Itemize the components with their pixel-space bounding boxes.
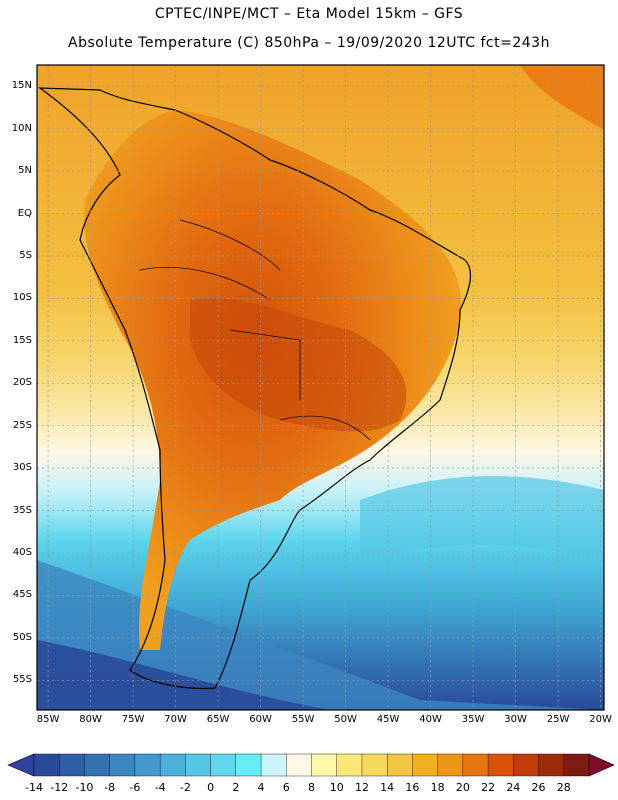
latitude-label: EQ bbox=[17, 207, 32, 219]
colorbar-tick-label: 14 bbox=[380, 781, 395, 794]
latitude-label: 55S bbox=[12, 674, 32, 686]
cold-region bbox=[37, 560, 604, 710]
colorbar bbox=[7, 753, 615, 777]
map-field bbox=[37, 65, 604, 710]
longitude-label: 75W bbox=[121, 714, 145, 725]
colorbar-swatch bbox=[563, 753, 590, 777]
colorbar-tick-label: -10 bbox=[75, 781, 94, 794]
longitude-label: 45W bbox=[376, 714, 400, 725]
colorbar-tick-label: -14 bbox=[25, 781, 43, 794]
latitude-label: 15N bbox=[11, 80, 32, 92]
colorbar-swatch bbox=[134, 753, 161, 777]
longitude-label: 35W bbox=[461, 714, 485, 725]
colorbar-swatch bbox=[386, 753, 414, 777]
cool-ocean-patch bbox=[360, 476, 604, 560]
longitude-label: 25W bbox=[546, 714, 570, 725]
latitude-label: 30S bbox=[12, 462, 32, 474]
temperature-map bbox=[36, 64, 605, 711]
latitude-label: 45S bbox=[12, 589, 32, 601]
colorbar-swatch bbox=[361, 753, 388, 777]
colorbar-swatch bbox=[538, 753, 565, 777]
longitude-label: 70W bbox=[164, 714, 187, 725]
colorbar-swatch bbox=[84, 753, 111, 777]
longitude-label: 65W bbox=[206, 714, 230, 725]
latitude-label: 5N bbox=[18, 165, 32, 177]
country-borders bbox=[139, 219, 371, 441]
colorbar-swatch bbox=[260, 753, 287, 777]
longitude-label: 60W bbox=[249, 714, 272, 725]
colorbar-swatch bbox=[462, 753, 489, 777]
colorbar-tick-label: -4 bbox=[154, 781, 166, 794]
colorbar-swatch bbox=[185, 753, 212, 777]
colorbar-tick-label: 28 bbox=[556, 781, 571, 794]
colorbar-tick-label: 24 bbox=[506, 781, 521, 794]
colorbar-under-arrow bbox=[7, 753, 35, 777]
longitude-label: 30W bbox=[504, 714, 527, 725]
colorbar-tick-label: 22 bbox=[481, 781, 496, 794]
latitude-label: 10S bbox=[12, 292, 32, 304]
colorbar-tick-label: 18 bbox=[430, 781, 445, 794]
coldest-region bbox=[37, 640, 330, 710]
colorbar-tick-label: 6 bbox=[282, 781, 290, 794]
colorbar-swatch bbox=[286, 753, 313, 777]
coastline bbox=[38, 87, 472, 689]
colorbar-swatch bbox=[311, 753, 338, 777]
longitude-label: 55W bbox=[291, 714, 315, 725]
colorbar-swatch bbox=[159, 753, 187, 777]
colorbar-swatch bbox=[210, 753, 237, 777]
colorbar-swatch bbox=[513, 753, 540, 777]
latitude-label: 25S bbox=[12, 419, 32, 431]
latitude-label: 15S bbox=[12, 334, 32, 346]
colorbar-swatch bbox=[336, 753, 363, 777]
colorbar-tick-label: -12 bbox=[50, 781, 69, 794]
latitude-label: 35S bbox=[12, 504, 32, 516]
map-title-line2: Absolute Temperature (C) 850hPa – 19/09/… bbox=[68, 35, 550, 51]
colorbar-over-arrow bbox=[588, 753, 615, 777]
colorbar-tick-label: 4 bbox=[257, 781, 265, 794]
colorbar-tick-label: -2 bbox=[179, 781, 191, 794]
colorbar-swatch bbox=[437, 753, 464, 777]
colorbar-swatch bbox=[33, 753, 60, 777]
colorbar-tick-label: 8 bbox=[308, 781, 315, 794]
hot-core bbox=[190, 297, 407, 432]
colorbar-swatch bbox=[412, 753, 439, 777]
colorbar-tick-label: -6 bbox=[129, 781, 141, 794]
latitude-label: 50S bbox=[12, 631, 32, 643]
warm-corner bbox=[520, 65, 604, 130]
colorbar-tick-label: 2 bbox=[232, 781, 240, 794]
colorbar-tick-label: 10 bbox=[329, 781, 344, 794]
map-title-line1: CPTEC/INPE/MCT – Eta Model 15km – GFS bbox=[154, 6, 464, 22]
colorbar-tick-label: 26 bbox=[531, 781, 546, 794]
longitude-label: 20W bbox=[589, 714, 612, 725]
latitude-label: 5S bbox=[19, 249, 32, 261]
colorbar-tick-label: 12 bbox=[354, 781, 369, 794]
latitude-label: 20S bbox=[12, 377, 32, 389]
longitude-label: 85W bbox=[36, 714, 60, 725]
longitude-label: 80W bbox=[79, 714, 102, 725]
colorbar-swatch bbox=[235, 753, 262, 777]
colorbar-tick-label: -8 bbox=[104, 781, 116, 794]
longitude-label: 50W bbox=[334, 714, 357, 725]
colorbar-swatch bbox=[487, 753, 515, 777]
colorbar-tick-label: 20 bbox=[455, 781, 470, 794]
map-frame bbox=[36, 64, 605, 711]
latitude-label: 40S bbox=[12, 546, 32, 558]
latitude-label: 10N bbox=[11, 122, 32, 134]
colorbar-tick-label: 0 bbox=[207, 781, 215, 794]
longitude-label: 40W bbox=[419, 714, 442, 725]
colorbar-tick-label: 16 bbox=[405, 781, 420, 794]
colorbar-swatch bbox=[109, 753, 136, 777]
colorbar-swatch bbox=[59, 753, 86, 777]
